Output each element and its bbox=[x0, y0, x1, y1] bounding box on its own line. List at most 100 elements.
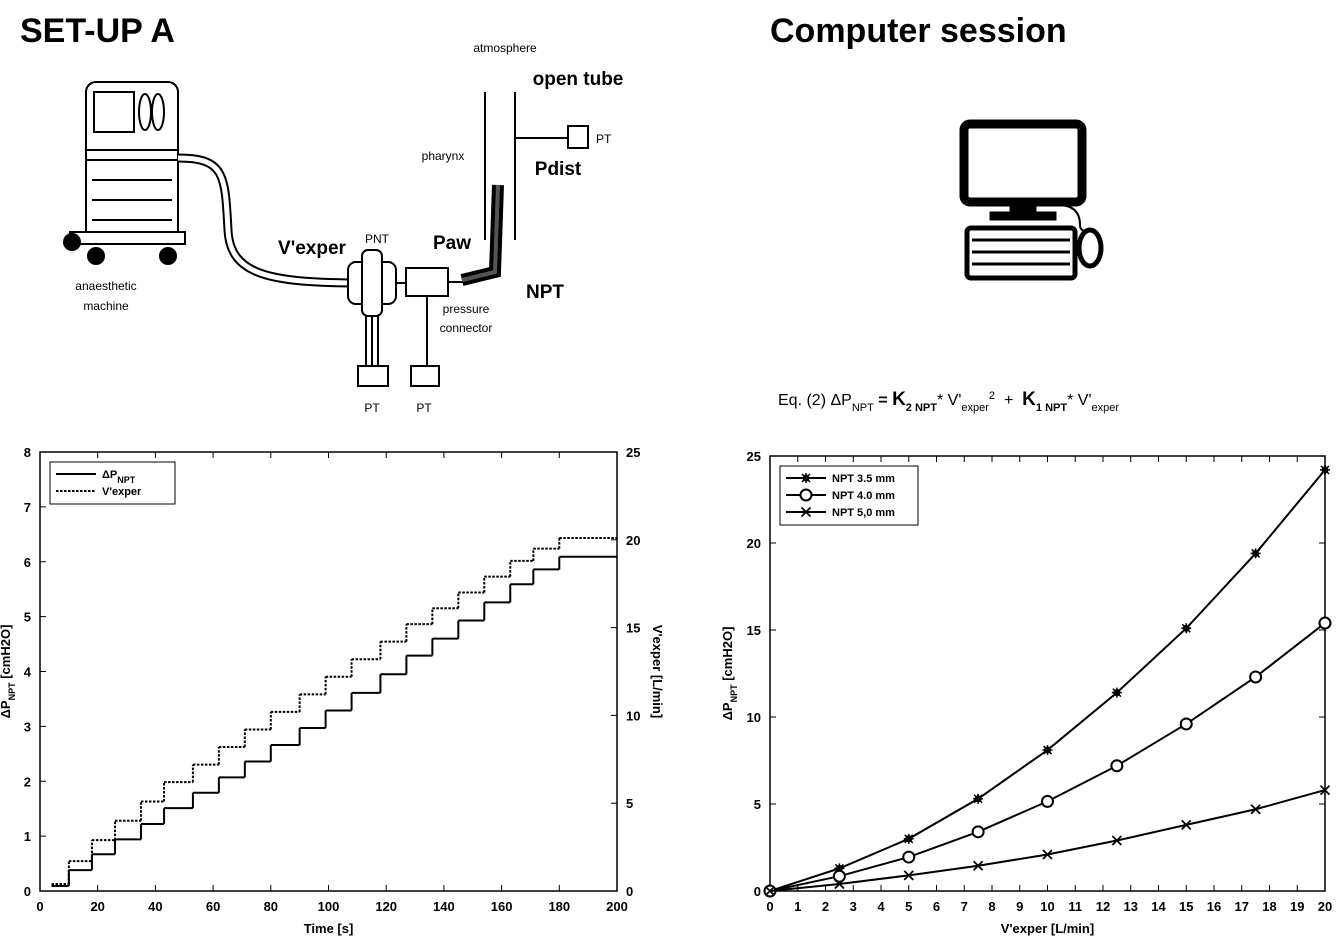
x-tick-label: 20 bbox=[90, 899, 104, 914]
marker bbox=[972, 860, 984, 871]
eq-part: = bbox=[874, 392, 892, 409]
diagram-label: Paw bbox=[433, 233, 471, 254]
marker bbox=[973, 793, 984, 804]
y-tick-label: 5 bbox=[754, 797, 761, 812]
diagram-label: connector bbox=[440, 321, 493, 335]
x-tick-label: 5 bbox=[905, 899, 912, 914]
x-tick-label: 14 bbox=[1151, 899, 1166, 914]
y-tick-label: 8 bbox=[24, 445, 31, 460]
marker-stroke bbox=[1181, 819, 1192, 831]
diagram-label: Pdist bbox=[535, 159, 582, 180]
legend-box bbox=[49, 461, 176, 505]
marker bbox=[1041, 794, 1054, 808]
x-tick-label: 17 bbox=[1235, 899, 1249, 914]
diagram-label: atmosphere bbox=[473, 41, 537, 55]
x-tick-label: 13 bbox=[1124, 899, 1138, 914]
setup-labels: atmosphere open tube PT pharynx Pdist PN… bbox=[75, 41, 623, 415]
y-axis-label-part: [cmH2O] bbox=[720, 627, 735, 685]
legend-label-part: ΔP bbox=[102, 469, 117, 481]
x-tick-label: 80 bbox=[264, 899, 278, 914]
y-tick-label: 0 bbox=[24, 884, 31, 899]
y-tick-label: 2 bbox=[24, 774, 31, 789]
x-axis-label: V'exper [L/min] bbox=[1001, 921, 1094, 936]
eq-part: Eq. (2) ΔP bbox=[778, 392, 852, 409]
x-tick-label: 140 bbox=[433, 899, 455, 914]
marker-stroke bbox=[1181, 623, 1191, 633]
legend-label: ΔPNPT bbox=[102, 469, 136, 485]
marker-stroke bbox=[1042, 745, 1053, 755]
legend-label: NPT 4.0 mm bbox=[832, 490, 895, 502]
legend-label: NPT 5,0 mm bbox=[832, 507, 895, 519]
y2-tick-label: 20 bbox=[626, 533, 640, 548]
x-tick-label: 16 bbox=[1207, 899, 1221, 914]
y-tick-label: 3 bbox=[24, 719, 31, 734]
marker bbox=[971, 825, 985, 839]
x-tick-label: 60 bbox=[206, 899, 220, 914]
eq-part: * V' bbox=[937, 392, 961, 409]
x-tick-label: 9 bbox=[1016, 899, 1023, 914]
setup-diagram bbox=[63, 81, 589, 387]
marker-stroke bbox=[1251, 548, 1261, 558]
marker-stroke bbox=[904, 834, 914, 844]
y-tick-label: 1 bbox=[24, 829, 31, 844]
marker bbox=[800, 506, 812, 518]
x-tick-label: 100 bbox=[318, 899, 340, 914]
x-tick-label: 200 bbox=[606, 899, 628, 914]
x-tick-label: 15 bbox=[1179, 899, 1193, 914]
diagram-label: V'exper bbox=[278, 238, 346, 259]
diagram-label: NPT bbox=[526, 282, 564, 303]
y-tick-label: 5 bbox=[24, 610, 31, 625]
x-tick-label: 120 bbox=[375, 899, 397, 914]
x-tick-label: 3 bbox=[850, 899, 857, 914]
y2-axis-label: V'exper [L/min] bbox=[650, 625, 665, 718]
computer-title: Computer session bbox=[770, 12, 1067, 50]
marker-stroke bbox=[1319, 784, 1331, 796]
y-tick-label: 4 bbox=[24, 665, 32, 680]
marker-stroke bbox=[800, 506, 812, 518]
x-tick-label: 20 bbox=[1318, 899, 1332, 914]
marker bbox=[903, 833, 914, 844]
y-axis-label-sub: NPT bbox=[729, 684, 739, 703]
marker bbox=[764, 885, 776, 897]
eq-part: K bbox=[1022, 389, 1036, 410]
legend-label-sub: NPT bbox=[117, 475, 136, 485]
y2-tick-label: 0 bbox=[626, 884, 633, 899]
diagram-label: PT bbox=[596, 132, 612, 146]
y-axis-label-part: ΔP bbox=[0, 700, 13, 718]
marker bbox=[832, 869, 846, 883]
y-axis-label-part: ΔP bbox=[720, 702, 735, 720]
marker-stroke bbox=[1042, 849, 1053, 860]
diagram-label: machine bbox=[83, 299, 129, 313]
diagram-label: PT bbox=[364, 401, 380, 415]
x-tick-label: 160 bbox=[491, 899, 513, 914]
x-tick-label: 40 bbox=[148, 899, 162, 914]
x-tick-label: 11 bbox=[1068, 899, 1082, 914]
legend-label-part: NPT 5,0 mm bbox=[832, 507, 895, 519]
eq-part: * V' bbox=[1067, 392, 1091, 409]
marker bbox=[1250, 548, 1261, 559]
eq-part: K bbox=[892, 389, 906, 410]
equation: Eq. (2) ΔPNPT = K2 NPT* V'exper2 + K1 NP… bbox=[778, 389, 1119, 414]
x-tick-label: 7 bbox=[961, 899, 968, 914]
marker bbox=[1181, 819, 1192, 831]
eq-sub: exper bbox=[1092, 402, 1120, 414]
legend-label-part: NPT 4.0 mm bbox=[832, 490, 895, 502]
marker bbox=[1319, 784, 1331, 796]
marker bbox=[1250, 804, 1261, 815]
y-tick-label: 7 bbox=[24, 500, 31, 515]
series-line bbox=[769, 622, 1326, 892]
y-tick-label: 10 bbox=[747, 710, 761, 725]
eq-sub: exper bbox=[961, 402, 989, 414]
x-tick-label: 180 bbox=[548, 899, 570, 914]
y-tick-label: 0 bbox=[754, 884, 761, 899]
x-tick-label: 18 bbox=[1262, 899, 1276, 914]
marker-stroke bbox=[973, 794, 983, 804]
marker bbox=[1111, 835, 1123, 846]
x-tick-label: 1 bbox=[794, 899, 801, 914]
marker-stroke bbox=[1250, 804, 1261, 815]
y-tick-label: 20 bbox=[747, 536, 761, 551]
y2-tick-label: 10 bbox=[626, 708, 640, 723]
marker bbox=[902, 850, 916, 864]
marker bbox=[799, 488, 813, 502]
